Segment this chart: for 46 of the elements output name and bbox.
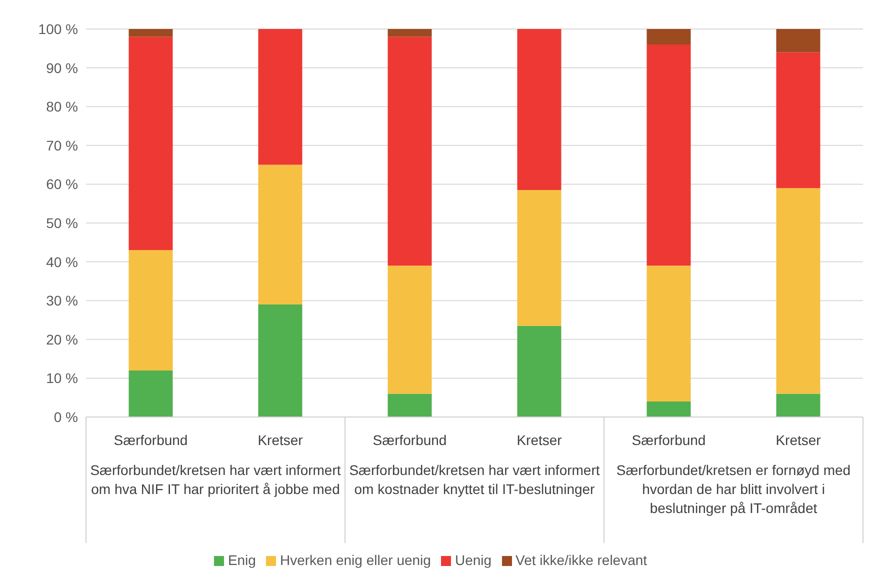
y-tick-label: 20 % [46, 331, 78, 348]
bar [517, 326, 562, 417]
bar [646, 29, 691, 45]
x-tick-label: Særforbund [372, 432, 447, 448]
bar [258, 29, 302, 165]
bar [776, 188, 820, 394]
bar [646, 401, 691, 417]
bar [388, 266, 432, 394]
y-tick-label: 60 % [46, 176, 78, 192]
bar [388, 29, 432, 37]
legend-label: Uenig [454, 552, 492, 568]
text: Særforbundet/kretsen er fornøyd med hvordan de har blitt involvert i beslutninger på IT-området [615, 461, 852, 518]
bar [776, 52, 820, 188]
bar [128, 29, 173, 37]
y-tick-label: 50 % [46, 214, 78, 231]
bar [646, 44, 691, 266]
x-tick-label: Særforbund [114, 432, 188, 448]
legend-label: Vet ikke/ikke relevant [516, 552, 648, 568]
x-tick-label: Kretser [516, 432, 562, 448]
bar [128, 36, 173, 250]
y-tick-label: 80 % [46, 98, 78, 115]
x-tick-label: Kretser [776, 432, 822, 448]
bar [776, 29, 820, 52]
bar [646, 266, 691, 402]
bar [128, 370, 173, 417]
bar [258, 304, 302, 417]
bar [128, 250, 173, 370]
bar [388, 394, 432, 417]
bar [517, 190, 562, 326]
y-tick-label: 70 % [46, 137, 78, 154]
y-tick-label: 90 % [46, 60, 78, 76]
y-tick-label: 30 % [46, 292, 78, 309]
legend-label: Hverken enig eller uenig [280, 552, 431, 568]
bar [388, 36, 432, 266]
bar [517, 29, 562, 190]
text: Særforbundet/kretsen har vært informert om kostnader knyttet til IT-beslutninger [348, 461, 601, 499]
text: Særforbundet/kretsen har vært informert om hva NIF IT har prioritert å jobbe med [89, 461, 342, 499]
y-tick-label: 0 % [54, 408, 78, 425]
y-tick-label: 10 % [46, 370, 78, 386]
y-tick-label: 40 % [46, 254, 78, 270]
x-tick-label: Kretser [258, 432, 304, 448]
bar [776, 394, 820, 417]
x-tick-label: Særforbund [632, 432, 706, 448]
y-tick-label: 100 % [38, 20, 78, 37]
legend-label: Enig [228, 552, 256, 568]
bar [258, 164, 302, 304]
